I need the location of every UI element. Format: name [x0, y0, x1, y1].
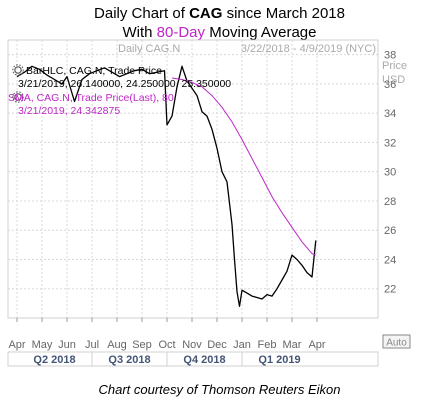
x-tick-label: Apr: [8, 339, 25, 351]
y-tick-label: 28: [384, 196, 396, 208]
x-tick-label: Oct: [158, 339, 175, 351]
x-tick-label: Jan: [233, 339, 251, 351]
price-series: [16, 65, 317, 307]
x-tick-label: Aug: [107, 339, 127, 351]
x-tick-label: Jun: [58, 339, 76, 351]
y-tick-label: 32: [384, 137, 396, 149]
x-tick-label: Sep: [132, 339, 152, 351]
chart-title-line-2: With 80-Day Moving Average: [122, 24, 317, 41]
x-tick-label: Dec: [207, 339, 227, 351]
y-tick-label: 36: [384, 79, 396, 91]
legend-values: 3/21/2019, 26.140000, 24.250000, 25.3500…: [18, 78, 231, 90]
gear-icon-ring: [14, 66, 22, 74]
chart-date-range: 3/22/2018 - 4/9/2019 (NYC): [241, 43, 376, 55]
x-tick-label: Nov: [182, 339, 202, 351]
gear-icon: [12, 91, 24, 103]
x-tick-label: Jul: [85, 339, 99, 351]
y-tick-label: 30: [384, 167, 396, 179]
x-tick-label: May: [32, 339, 53, 351]
chart-header-left: Daily CAG.N: [118, 43, 180, 55]
y-tick-label: 34: [384, 108, 396, 120]
gear-icon-teeth: [12, 64, 24, 76]
quarter-label: Q4 2018: [183, 354, 225, 366]
moving-average-period: 80-Day: [156, 24, 206, 41]
y-axis-tick-labels: 22 24 26 28 30 32 34 36 38: [384, 50, 396, 296]
y-tick-label: 38: [384, 50, 396, 62]
y-tick-label: 22: [384, 284, 396, 296]
quarter-label: Q2 2018: [33, 354, 75, 366]
legend-values: 3/21/2019, 24.342875: [18, 105, 120, 117]
gear-icon: [12, 64, 24, 76]
y-tick-label: 26: [384, 225, 396, 237]
y-axis-title-line-1: Price: [382, 60, 407, 72]
gear-icon-ring: [14, 93, 22, 101]
quarter-label: Q1 2019: [258, 354, 300, 366]
quarter-band: [7, 351, 379, 367]
x-tick-label: Feb: [258, 339, 277, 351]
chart-title-line-1: Daily Chart of CAG since March 2018: [94, 5, 345, 22]
quarter-label: Q3 2018: [108, 354, 150, 366]
ticker-symbol: CAG: [189, 5, 223, 22]
x-tick-label: Mar: [283, 339, 302, 351]
price-line: [16, 65, 317, 307]
price-chart: Daily CAG.N 3/22/2018 - 4/9/2019 (NYC) P…: [7, 39, 411, 367]
legend-series-label: SMA, CAG.N, Trade Price(Last), 80: [8, 92, 174, 104]
moving-average-line: [171, 77, 316, 256]
auto-scale-label: Auto: [386, 338, 407, 349]
y-axis-title-line-2: USD: [382, 74, 405, 86]
x-tick-label: Apr: [308, 339, 325, 351]
legend-series-label: BarHLC, CAG.N, Trade Price: [26, 65, 162, 77]
y-tick-label: 24: [384, 254, 396, 266]
auto-scale-button[interactable]: Auto: [382, 334, 411, 349]
chart-caption: Chart courtesy of Thomson Reuters Eikon: [98, 382, 341, 397]
gear-icon-teeth: [12, 91, 24, 103]
x-axis: Apr May Jun Jul Aug Sep Oct Nov Dec Jan Feb Mar Apr Q…: [7, 318, 379, 367]
